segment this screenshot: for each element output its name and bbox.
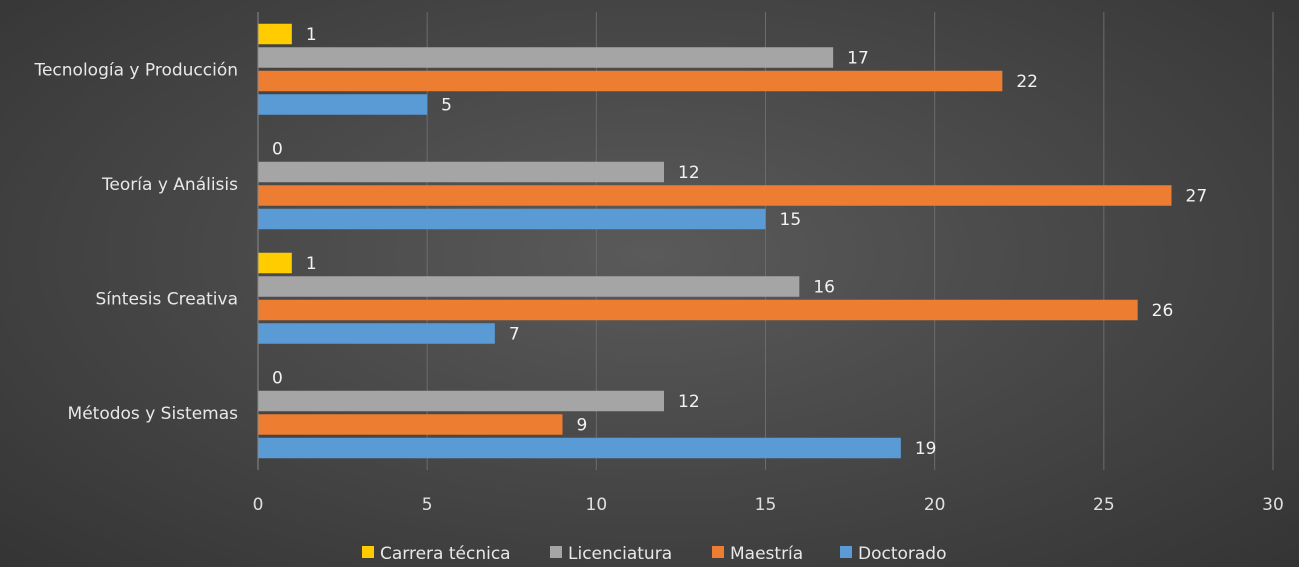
legend: Carrera técnica Licenciatura Maestría Docto… <box>362 544 947 564</box>
data-label: 9 <box>577 416 588 436</box>
bar <box>258 252 292 274</box>
data-label: 12 <box>678 392 700 412</box>
data-label: 0 <box>272 140 283 160</box>
bar <box>258 437 901 459</box>
category-label: Tecnología y Producción <box>33 60 238 80</box>
legend-swatch <box>362 546 374 558</box>
bar <box>258 23 292 45</box>
x-tick-label: 20 <box>924 495 946 515</box>
data-label: 1 <box>306 25 317 45</box>
x-tick-label: 0 <box>253 495 264 515</box>
bar <box>258 390 664 412</box>
bar <box>258 414 563 435</box>
data-label: 27 <box>1186 187 1208 207</box>
data-label: 7 <box>509 325 520 345</box>
legend-label: Maestría <box>730 544 803 564</box>
data-label: 16 <box>813 278 835 298</box>
legend-label: Doctorado <box>858 544 947 564</box>
data-label: 1 <box>306 254 317 274</box>
category-label: Métodos y Sistemas <box>68 404 239 424</box>
bar <box>258 299 1138 321</box>
category-labels: Métodos y Sistemas Síntesis Creativa Teorí… <box>33 60 238 424</box>
data-label: 17 <box>847 49 869 69</box>
data-label: 26 <box>1152 301 1174 321</box>
x-tick-label: 5 <box>422 495 433 515</box>
legend-swatch <box>840 546 852 558</box>
legend-swatch <box>712 546 724 558</box>
bar <box>258 185 1172 206</box>
data-label: 22 <box>1016 72 1038 92</box>
bar <box>258 47 834 68</box>
bar <box>258 70 1003 92</box>
category-label: Síntesis Creativa <box>96 289 238 309</box>
bar <box>258 323 495 344</box>
category-label: Teoría y Análisis <box>101 175 238 195</box>
x-tick-label: 30 <box>1262 495 1284 515</box>
x-tick-label: 15 <box>755 495 777 515</box>
legend-label: Carrera técnica <box>380 544 511 564</box>
bar <box>258 208 766 230</box>
bar <box>258 276 800 297</box>
bar <box>258 94 428 115</box>
data-label: 12 <box>678 163 700 183</box>
legend-swatch <box>550 546 562 558</box>
data-label: 5 <box>441 96 452 116</box>
bar <box>258 161 664 183</box>
data-label: 15 <box>780 210 802 230</box>
x-axis-ticks: 0 5 10 15 20 25 30 <box>253 495 1284 515</box>
legend-label: Licenciatura <box>568 544 672 564</box>
bars: 0 12 9 19 1 16 26 7 0 12 27 15 1 17 22 5 <box>258 23 1208 459</box>
x-tick-label: 25 <box>1093 495 1115 515</box>
data-label: 19 <box>915 439 937 459</box>
x-tick-label: 10 <box>586 495 608 515</box>
data-label: 0 <box>272 369 283 389</box>
